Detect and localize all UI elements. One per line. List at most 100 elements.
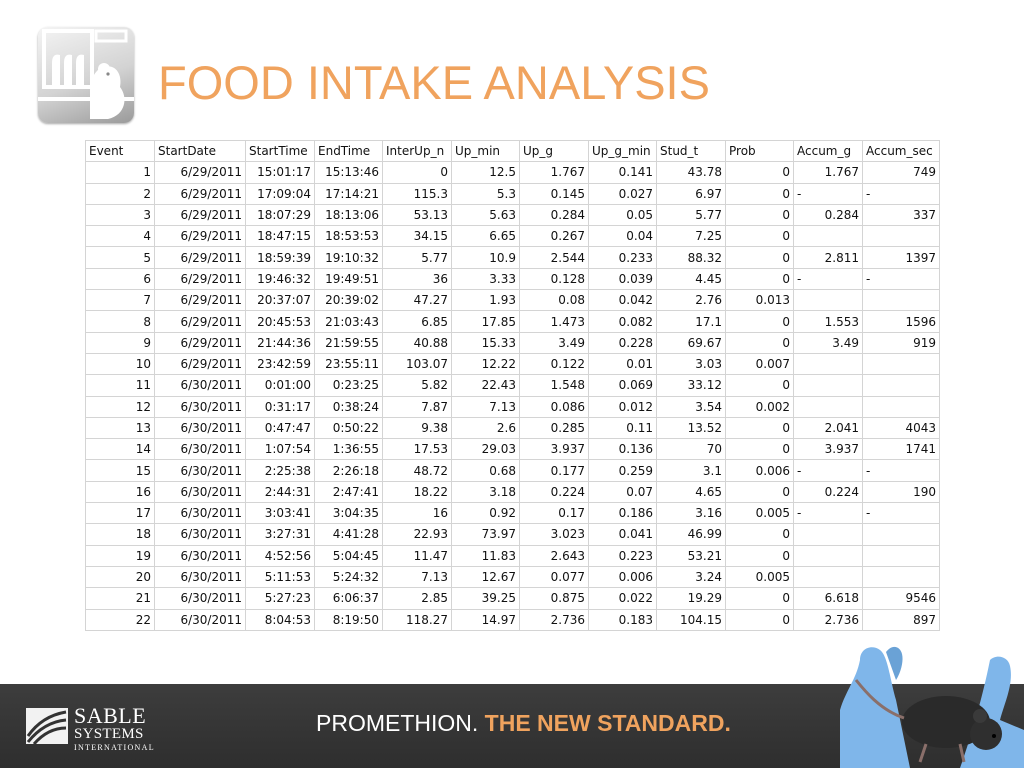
table-cell-accum_g: 0.224 <box>793 480 863 504</box>
table-cell-up_g: 1.767 <box>519 161 589 184</box>
table-cell-stud_t: 4.45 <box>656 267 726 291</box>
table-cell-endtime: 18:53:53 <box>314 225 383 248</box>
table-cell-endtime: 0:38:24 <box>314 395 383 418</box>
table-cell-accum_sec: 9546 <box>862 587 940 610</box>
table-cell-accum_sec: 1741 <box>862 438 940 461</box>
table-cell-up_min: 39.25 <box>451 587 520 610</box>
table-cell-up_g_min: 0.04 <box>588 225 657 248</box>
table-cell-endtime: 23:55:11 <box>314 352 383 376</box>
table-row: 14 6/30/2011 1:07:54 1:36:55 17.53 29.03 3.937… <box>85 438 940 461</box>
table-cell-stud_t: 33.12 <box>656 374 726 397</box>
table-cell-prob: 0 <box>725 523 794 546</box>
table-cell-accum_sec <box>862 565 940 589</box>
table-cell-up_g: 0.077 <box>519 565 589 589</box>
table-cell-up_g_min: 0.042 <box>588 289 657 312</box>
table-cell-interup_n: 18.22 <box>382 480 452 504</box>
table-cell-starttime: 4:52:56 <box>245 544 315 567</box>
table-cell-event: 11 <box>85 374 155 397</box>
table-cell-up_g: 0.145 <box>519 182 589 205</box>
table-cell-startdate: 6/30/2011 <box>154 523 246 546</box>
table-cell-accum_g <box>793 352 863 376</box>
table-cell-endtime: 1:36:55 <box>314 438 383 461</box>
table-cell-stud_t: 17.1 <box>656 310 726 333</box>
table-cell-accum_sec <box>862 352 940 376</box>
table-cell-startdate: 6/29/2011 <box>154 225 246 248</box>
table-cell-starttime: 0:01:00 <box>245 374 315 397</box>
table-cell-up_g_min: 0.082 <box>588 310 657 333</box>
table-cell-up_g: 0.285 <box>519 416 589 440</box>
column-header-startdate: StartDate <box>154 139 246 163</box>
table-cell-startdate: 6/30/2011 <box>154 438 246 461</box>
table-cell-startdate: 6/29/2011 <box>154 203 246 227</box>
table-cell-accum_g: - <box>793 502 863 525</box>
table-cell-accum_g <box>793 289 863 312</box>
table-cell-up_min: 73.97 <box>451 523 520 546</box>
table-row: 8 6/29/2011 20:45:53 21:03:43 6.85 17.85 1.473… <box>85 310 940 333</box>
table-cell-up_g: 1.473 <box>519 310 589 333</box>
table-cell-up_min: 0.68 <box>451 459 520 482</box>
table-cell-interup_n: 17.53 <box>382 438 452 461</box>
table-cell-startdate: 6/29/2011 <box>154 310 246 333</box>
table-cell-stud_t: 3.24 <box>656 565 726 589</box>
table-cell-up_min: 3.33 <box>451 267 520 291</box>
table-cell-endtime: 4:41:28 <box>314 523 383 546</box>
table-cell-event: 12 <box>85 395 155 418</box>
table-cell-up_g_min: 0.01 <box>588 352 657 376</box>
table-cell-endtime: 5:24:32 <box>314 565 383 589</box>
table-cell-accum_sec <box>862 395 940 418</box>
table-cell-endtime: 15:13:46 <box>314 161 383 184</box>
table-cell-stud_t: 3.03 <box>656 352 726 376</box>
table-cell-event: 19 <box>85 544 155 567</box>
mouse-feeder-icon <box>38 29 134 119</box>
table-cell-startdate: 6/30/2011 <box>154 416 246 440</box>
table-cell-prob: 0 <box>725 331 794 354</box>
table-cell-event: 2 <box>85 182 155 205</box>
table-cell-stud_t: 13.52 <box>656 416 726 440</box>
table-cell-startdate: 6/30/2011 <box>154 459 246 482</box>
table-cell-stud_t: 3.16 <box>656 502 726 525</box>
table-cell-up_min: 0.92 <box>451 502 520 525</box>
table-cell-accum_sec: 1397 <box>862 246 940 269</box>
table-cell-prob: 0.005 <box>725 565 794 589</box>
table-cell-up_g_min: 0.183 <box>588 608 657 631</box>
table-cell-interup_n: 53.13 <box>382 203 452 227</box>
table-cell-interup_n: 48.72 <box>382 459 452 482</box>
table-cell-up_min: 15.33 <box>451 331 520 354</box>
table-cell-interup_n: 40.88 <box>382 331 452 354</box>
table-row: 11 6/30/2011 0:01:00 0:23:25 5.82 22.43 1.548 0… <box>85 374 940 397</box>
table-cell-up_min: 6.65 <box>451 225 520 248</box>
table-cell-starttime: 20:45:53 <box>245 310 315 333</box>
table-cell-interup_n: 115.3 <box>382 182 452 205</box>
table-cell-up_g_min: 0.027 <box>588 182 657 205</box>
table-cell-interup_n: 16 <box>382 502 452 525</box>
table-cell-prob: 0 <box>725 246 794 269</box>
table-cell-stud_t: 5.77 <box>656 203 726 227</box>
table-cell-accum_sec: 919 <box>862 331 940 354</box>
table-cell-up_g_min: 0.259 <box>588 459 657 482</box>
table-cell-endtime: 21:59:55 <box>314 331 383 354</box>
table-cell-event: 8 <box>85 310 155 333</box>
table-row: 22 6/30/2011 8:04:53 8:19:50 118.27 14.97 2.73… <box>85 608 940 631</box>
table-cell-interup_n: 36 <box>382 267 452 291</box>
table-cell-stud_t: 3.54 <box>656 395 726 418</box>
table-cell-stud_t: 46.99 <box>656 523 726 546</box>
table-cell-endtime: 6:06:37 <box>314 587 383 610</box>
table-row: 2 6/29/2011 17:09:04 17:14:21 115.3 5.3 0.145 0… <box>85 182 940 205</box>
table-cell-endtime: 17:14:21 <box>314 182 383 205</box>
column-header-up_g_min: Up_g_min <box>588 139 657 163</box>
table-cell-up_g_min: 0.069 <box>588 374 657 397</box>
table-cell-endtime: 3:04:35 <box>314 502 383 525</box>
table-cell-up_g_min: 0.07 <box>588 480 657 504</box>
table-cell-up_g: 2.736 <box>519 608 589 631</box>
table-row: 21 6/30/2011 5:27:23 6:06:37 2.85 39.25 0.875 0… <box>85 587 940 610</box>
table-cell-up_g: 0.177 <box>519 459 589 482</box>
table-cell-endtime: 18:13:06 <box>314 203 383 227</box>
table-row: 13 6/30/2011 0:47:47 0:50:22 9.38 2.6 0.285 0.1… <box>85 416 940 440</box>
table-cell-accum_g <box>793 523 863 546</box>
table-row: 15 6/30/2011 2:25:38 2:26:18 48.72 0.68 0.177 0… <box>85 459 940 482</box>
column-header-accum_sec: Accum_sec <box>862 139 940 163</box>
column-header-accum_g: Accum_g <box>793 139 863 163</box>
table-cell-interup_n: 9.38 <box>382 416 452 440</box>
table-cell-startdate: 6/29/2011 <box>154 352 246 376</box>
table-cell-event: 4 <box>85 225 155 248</box>
